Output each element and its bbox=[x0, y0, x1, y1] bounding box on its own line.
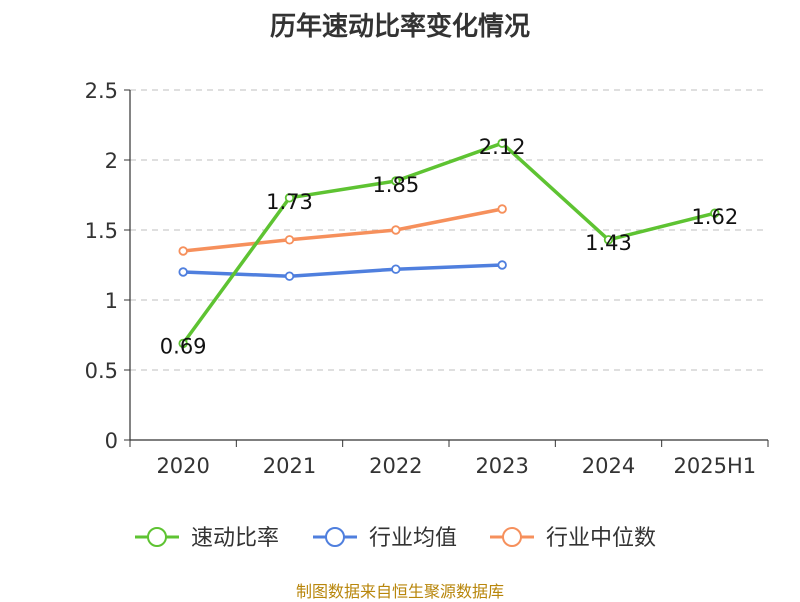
legend-marker-icon bbox=[147, 527, 167, 547]
legend: 速动比率 行业均值 行业中位数 bbox=[135, 526, 656, 551]
legend-item[interactable]: 行业均值 bbox=[313, 526, 457, 551]
data-label: 1.73 bbox=[266, 190, 313, 214]
data-point bbox=[284, 235, 295, 245]
legend-item[interactable]: 速动比率 bbox=[135, 526, 279, 551]
legend-item[interactable]: 行业中位数 bbox=[490, 526, 656, 551]
y-tick-label: 1 bbox=[105, 289, 118, 313]
data-label: 0.69 bbox=[160, 334, 207, 358]
data-point bbox=[178, 267, 188, 277]
grid-lines bbox=[130, 89, 768, 371]
data-label: 1.62 bbox=[691, 205, 738, 229]
y-tick-label: 2.5 bbox=[85, 79, 118, 103]
legend-label: 速动比率 bbox=[191, 526, 279, 551]
data-label: 1.85 bbox=[372, 173, 419, 197]
chart-title: 历年速动比率变化情况 bbox=[269, 12, 530, 42]
data-labels: 0.69 1.73 1.85 2.12 1.43 1.62 bbox=[160, 135, 738, 358]
y-tick-label: 2 bbox=[105, 149, 118, 173]
data-point bbox=[178, 338, 188, 349]
x-tick-label: 2023 bbox=[475, 454, 528, 478]
y-tick-label: 0.5 bbox=[85, 359, 118, 383]
data-point bbox=[497, 138, 507, 148]
data-label: 2.12 bbox=[479, 135, 526, 159]
legend-marker-icon bbox=[502, 527, 522, 547]
legend-label: 行业均值 bbox=[369, 526, 457, 551]
y-tick-label: 0 bbox=[105, 429, 118, 453]
series-layer bbox=[178, 138, 720, 349]
data-point bbox=[284, 271, 295, 281]
x-tick-label: 2022 bbox=[369, 454, 422, 478]
data-point bbox=[497, 260, 507, 270]
source-note: 制图数据来自恒生聚源数据库 bbox=[295, 582, 504, 601]
series-line bbox=[181, 263, 504, 278]
y-tick-label: 1.5 bbox=[85, 219, 118, 243]
data-point bbox=[178, 246, 188, 256]
data-point bbox=[603, 235, 614, 245]
series-line bbox=[181, 141, 717, 346]
data-point bbox=[391, 225, 401, 235]
legend-label: 行业中位数 bbox=[546, 526, 656, 551]
data-point bbox=[391, 264, 401, 274]
data-point bbox=[391, 176, 401, 186]
data-point bbox=[710, 208, 720, 218]
data-label: 1.43 bbox=[585, 231, 632, 255]
data-point bbox=[284, 193, 295, 203]
legend-marker-icon bbox=[325, 527, 345, 547]
x-tick-label: 2024 bbox=[582, 454, 635, 478]
series-line bbox=[181, 207, 504, 253]
axes: 0 0.5 1 1.5 2 2.5 2020 2021 2022 2023 2024 2025H1 bbox=[85, 79, 769, 478]
x-tick-label: 2025H1 bbox=[674, 454, 757, 478]
data-point bbox=[497, 204, 507, 214]
x-tick-label: 2021 bbox=[263, 454, 316, 478]
x-tick-label: 2020 bbox=[156, 454, 209, 478]
